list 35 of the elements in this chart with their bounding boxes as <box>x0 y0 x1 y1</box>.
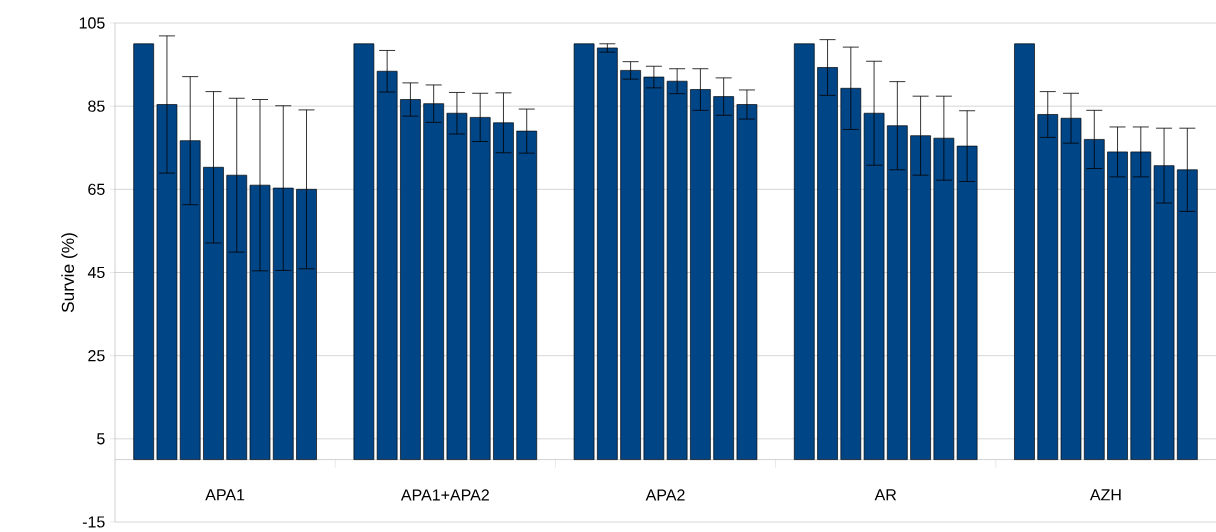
x-tick-label: APA1 <box>205 489 245 501</box>
y-tick-label: 65 <box>88 183 105 195</box>
x-tick-label: APA1+APA2 <box>400 489 489 501</box>
bar <box>226 174 248 460</box>
bar <box>353 43 375 460</box>
bar <box>840 87 862 460</box>
bar <box>1060 117 1082 460</box>
y-tick-label: 5 <box>97 433 105 445</box>
x-tick-label: AZH <box>1089 489 1121 501</box>
bar <box>133 43 155 460</box>
bar <box>817 67 838 460</box>
bar <box>296 188 317 460</box>
y-tick-label: -15 <box>82 516 105 528</box>
bar <box>469 117 491 460</box>
y-tick-label: 25 <box>88 350 105 362</box>
x-tick-label: AR <box>874 489 897 501</box>
bar <box>446 112 468 460</box>
y-tick-label: 105 <box>79 17 105 29</box>
bar <box>597 47 618 460</box>
y-tick-label: 85 <box>88 100 105 112</box>
bar <box>1037 114 1059 460</box>
x-tick-label: APA2 <box>645 489 685 501</box>
bar <box>1083 139 1105 460</box>
bar <box>376 70 398 460</box>
bar <box>863 112 885 460</box>
bar <box>573 43 595 460</box>
bar <box>736 104 758 460</box>
bar <box>1014 43 1035 460</box>
y-tick-label: 45 <box>87 266 105 279</box>
y-axis-title: Survie (%) <box>61 233 78 313</box>
bar <box>793 43 815 460</box>
bar <box>620 70 641 460</box>
bar <box>156 104 178 460</box>
bar <box>203 166 224 460</box>
bar <box>249 184 271 460</box>
